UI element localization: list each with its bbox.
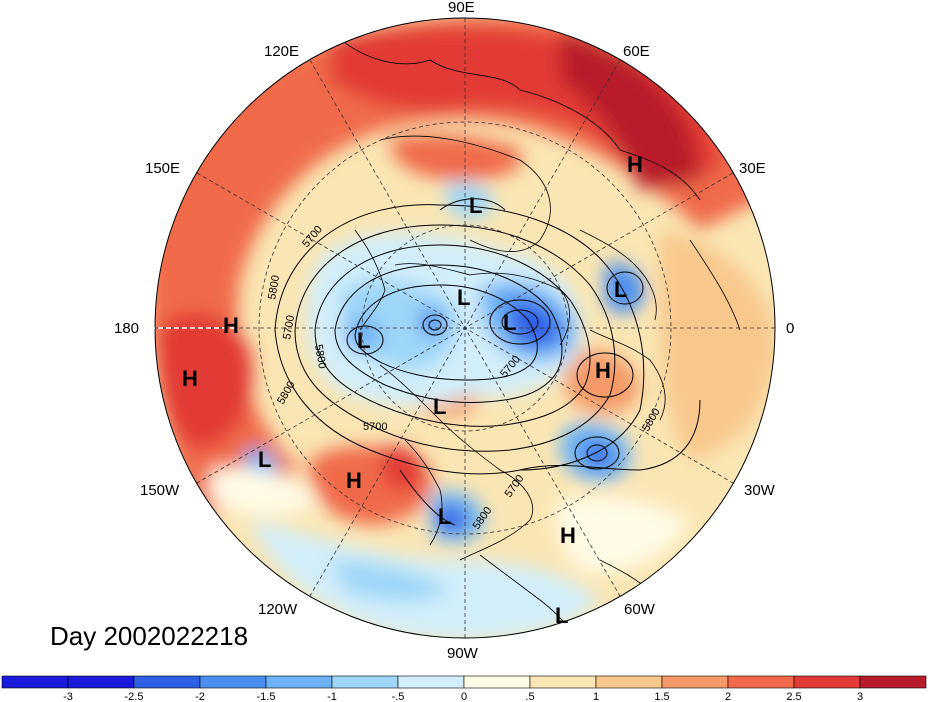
lon-label-90e: 90E	[448, 0, 475, 16]
lon-label-150e: 150E	[145, 160, 180, 177]
colorbar-swatch	[661, 675, 729, 689]
colorbar-tick-label: -3	[63, 691, 73, 702]
low-marker: L	[469, 193, 482, 218]
colorbar-swatch	[859, 675, 927, 689]
colorbar-swatch	[199, 675, 267, 689]
low-marker: L	[433, 394, 446, 419]
colorbar-swatch	[67, 675, 135, 689]
colorbar-tick-label: 0	[461, 691, 467, 702]
pressure-systems: H L L L L L L L H H H H L H L H L L	[182, 152, 643, 628]
lon-label-30w: 30W	[744, 482, 776, 499]
date-title: Day 2002022218	[50, 621, 248, 651]
contour-label: 5800	[312, 343, 328, 369]
graticule	[155, 18, 775, 638]
lon-label-60w: 60W	[624, 601, 656, 618]
high-marker: H	[560, 523, 576, 548]
low-marker: L	[258, 447, 271, 472]
low-marker: L	[357, 328, 370, 353]
colorbar-tick-label: -.5	[392, 691, 405, 702]
colorbar-tick-label: 1	[593, 691, 599, 702]
colorbar-tick-label: .5	[525, 691, 534, 702]
colorbar-swatch	[265, 675, 333, 689]
lon-label-90w: 90W	[447, 645, 479, 662]
colorbar-tick-label: -1.5	[257, 691, 276, 702]
colorbar-swatch	[463, 675, 531, 689]
low-marker: L	[503, 310, 516, 335]
height-contours	[274, 198, 701, 526]
low-marker: L	[614, 277, 627, 302]
colorbar-tick-label: 2.5	[786, 691, 801, 702]
colorbar-swatch	[331, 675, 399, 689]
contour-label: 5700	[363, 421, 387, 433]
colorbar-swatch	[529, 675, 597, 689]
contour-label: 5800	[266, 274, 282, 300]
lon-label-180: 180	[114, 320, 139, 337]
lon-label-30e: 30E	[739, 160, 766, 177]
high-marker: H	[627, 152, 643, 177]
colorbar-swatch	[727, 675, 795, 689]
low-marker: L	[555, 603, 568, 628]
longitude-labels: 90E 60E 120E 30E 150E 180 0 150W 30W 120…	[114, 0, 794, 662]
lon-label-120e: 120E	[264, 43, 299, 60]
low-marker: L	[457, 285, 470, 310]
lon-label-150w: 150W	[140, 482, 180, 499]
colorbar-swatch	[793, 675, 861, 689]
colorbar-tick-label: 3	[857, 691, 863, 702]
colorbar: -3 -2.5 -2 -1.5 -1 -.5 0 .5 1 1.5 2 2.5 3	[1, 675, 927, 702]
high-marker: H	[346, 468, 362, 493]
low-marker: L	[438, 504, 451, 529]
lon-label-0: 0	[786, 320, 794, 337]
colorbar-tick-label: -2.5	[125, 691, 144, 702]
colorbar-tick-label: -2	[195, 691, 205, 702]
colorbar-swatch	[397, 675, 465, 689]
colorbar-tick-label: 1.5	[654, 691, 669, 702]
lon-label-120w: 120W	[258, 601, 298, 618]
colorbar-swatch	[595, 675, 663, 689]
colorbar-tick-label: -1	[327, 691, 337, 702]
colorbar-swatch	[133, 675, 201, 689]
colorbar-tick-label: 2	[725, 691, 731, 702]
contour-label: 5700	[281, 314, 297, 340]
high-marker: H	[223, 313, 239, 338]
colorbar-swatch	[1, 675, 69, 689]
lon-label-60e: 60E	[623, 43, 650, 60]
high-marker: H	[595, 358, 611, 383]
coastlines	[329, 29, 741, 638]
high-marker: H	[182, 366, 198, 391]
